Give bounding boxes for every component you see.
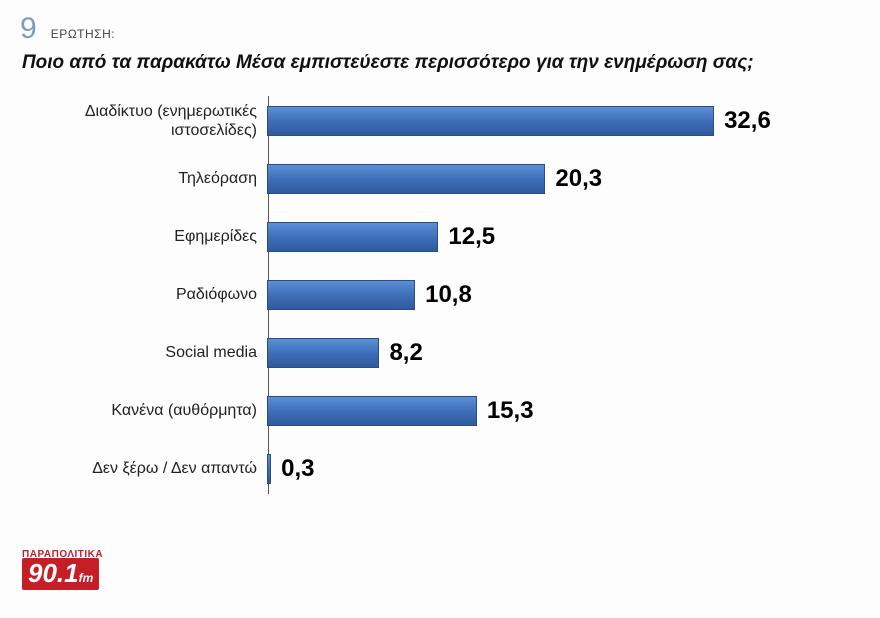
bar-value: 12,5: [448, 223, 495, 251]
bar-value: 32,6: [724, 107, 771, 135]
bar-zone: 0,3: [267, 454, 860, 484]
bar-zone: 10,8: [267, 280, 860, 310]
logo-frequency: 90.1: [28, 558, 79, 588]
bar: [267, 338, 379, 368]
chart-row: Εφημερίδες 12,5: [0, 212, 860, 262]
bar-value: 15,3: [487, 397, 534, 425]
chart-row: Ραδιόφωνο 10,8: [0, 270, 860, 320]
bar-zone: 15,3: [267, 396, 860, 426]
bar-chart: Διαδίκτυο (ενημερωτικές ιστοσελίδες) 32,6…: [0, 96, 860, 494]
bar-zone: 32,6: [267, 106, 860, 136]
bar-zone: 8,2: [267, 338, 860, 368]
bar-value: 20,3: [555, 165, 602, 193]
bar-value: 10,8: [425, 281, 472, 309]
station-logo: ΠΑΡΑΠΟΛΙΤΙΚΑ 90.1fm: [22, 549, 132, 590]
bar-value: 8,2: [389, 339, 422, 367]
chart-row: Τηλεόραση 20,3: [0, 154, 860, 204]
chart-row: Social media 8,2: [0, 328, 860, 378]
bar: [267, 396, 477, 426]
bar-zone: 12,5: [267, 222, 860, 252]
category-label: Δεν ξέρω / Δεν απαντώ: [0, 459, 267, 478]
category-label: Ραδιόφωνο: [0, 285, 267, 304]
question-number: 9: [20, 12, 37, 46]
header: 9 ΕΡΩΤΗΣΗ: Ποιο από τα παρακάτω Μέσα εμπ…: [0, 0, 880, 80]
chart-row: Διαδίκτυο (ενημερωτικές ιστοσελίδες) 32,6: [0, 96, 860, 146]
category-label: Διαδίκτυο (ενημερωτικές ιστοσελίδες): [0, 102, 267, 140]
question-number-row: 9 ΕΡΩΤΗΣΗ:: [20, 12, 860, 46]
bar: [267, 106, 714, 136]
logo-text-main: 90.1fm: [22, 558, 99, 590]
bar-value: 0,3: [281, 455, 314, 483]
category-label: Τηλεόραση: [0, 169, 267, 188]
bar: [267, 222, 438, 252]
bar-zone: 20,3: [267, 164, 860, 194]
question-text: Ποιο από τα παρακάτω Μέσα εμπιστεύεστε π…: [22, 52, 860, 74]
question-label: ΕΡΩΤΗΣΗ:: [51, 27, 115, 41]
bar: [267, 454, 271, 484]
logo-fm-suffix: fm: [79, 571, 94, 585]
category-label: Κανένα (αυθόρμητα): [0, 401, 267, 420]
category-label: Social media: [0, 343, 267, 362]
category-label: Εφημερίδες: [0, 227, 267, 246]
chart-row: Κανένα (αυθόρμητα) 15,3: [0, 386, 860, 436]
bar: [267, 164, 545, 194]
bar: [267, 280, 415, 310]
chart-row: Δεν ξέρω / Δεν απαντώ 0,3: [0, 444, 860, 494]
